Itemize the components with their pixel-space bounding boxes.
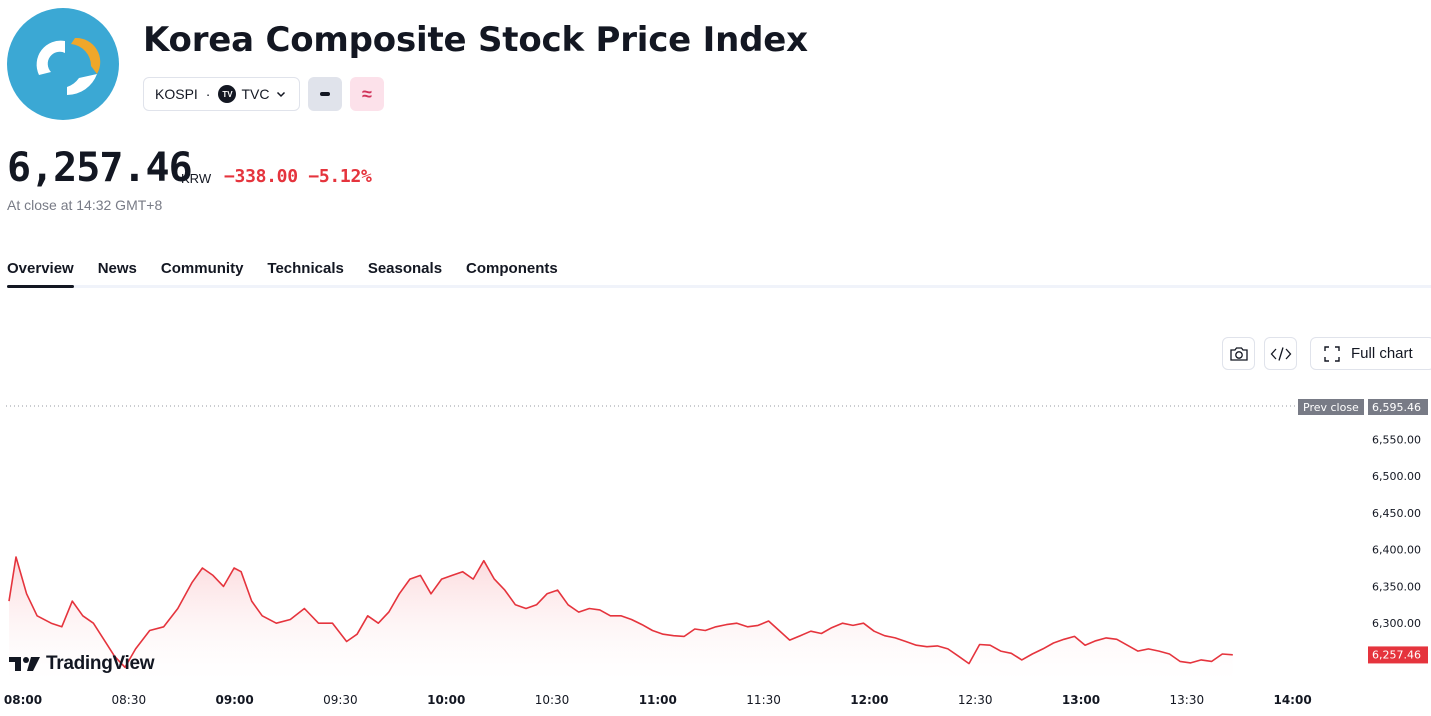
full-chart-button[interactable]: Full chart [1310,337,1431,370]
tradingview-badge-icon: TV [218,85,237,103]
x-tick-label: 10:30 [535,693,570,707]
y-tick-label: 6,450.00 [1372,507,1421,520]
x-tick-label: 08:30 [112,693,147,707]
market-status: At close at 14:32 GMT+8 [7,197,163,213]
x-tick-label: 10:00 [427,693,465,707]
tradingview-logo-icon [9,657,40,671]
last-price-tag: 6,257.46 [1368,646,1428,664]
x-tick-label: 09:30 [323,693,358,707]
tab-bar: Overview News Community Technicals Seaso… [7,258,1431,288]
camera-icon [1229,346,1248,361]
x-tick-label: 09:00 [215,693,253,707]
change-absolute: −338.00 [224,166,298,187]
symbol-label: KOSPI [155,86,198,102]
tab-community[interactable]: Community [160,260,244,277]
price-change: −338.00 −5.12% [224,166,372,187]
kospi-logo-icon [7,8,119,120]
price-chart[interactable]: 6,300.00 6,350.00 6,400.00 6,450.00 6,500.00… [0,380,1431,716]
prev-close-value: 6,595.46 [1372,401,1421,414]
y-tick-label: 6,550.00 [1372,433,1421,446]
x-tick-label: 11:00 [639,693,677,707]
approx-icon: ≈ [362,83,372,104]
tab-seasonals[interactable]: Seasonals [367,260,443,277]
page-title: Korea Composite Stock Price Index [143,20,808,60]
x-tick-label: 12:30 [958,693,993,707]
brand-label: TradingView [46,653,155,674]
x-tick-label: 08:00 [4,693,42,707]
y-tick-label: 6,400.00 [1372,544,1421,557]
price-line [8,556,1233,669]
last-price-value: 6,257.46 [1372,648,1421,661]
prev-close-tag: Prev close 6,595.46 [1298,399,1428,415]
chevron-down-icon [277,91,286,98]
tab-overview[interactable]: Overview [7,258,74,288]
currency-label: KRW [181,171,212,186]
prev-close-label: Prev close [1303,401,1359,414]
change-percent: −5.12% [308,166,372,187]
snapshot-button[interactable] [1222,337,1255,370]
fullscreen-icon [1324,345,1340,362]
embed-button[interactable] [1264,337,1297,370]
tab-technicals[interactable]: Technicals [267,260,344,277]
tab-news[interactable]: News [97,260,137,277]
x-tick-label: 13:00 [1062,693,1100,707]
x-tick-label: 14:00 [1273,693,1311,707]
code-icon [1270,346,1291,361]
minus-icon [320,92,330,96]
tradingview-logo: TradingView [9,653,155,675]
full-chart-label: Full chart [1351,345,1413,362]
exchange-label: TVC [241,86,270,102]
y-tick-label: 6,500.00 [1372,470,1421,483]
x-tick-label: 13:30 [1170,693,1205,707]
y-tick-label: 6,350.00 [1372,580,1421,593]
price-area [9,557,1233,680]
separator: · [205,86,211,102]
x-tick-label: 11:30 [746,693,781,707]
exchange-selector[interactable]: KOSPI · TV TVC [143,77,300,111]
minus-button[interactable] [308,77,342,111]
tab-components[interactable]: Components [466,260,558,277]
x-tick-label: 12:00 [850,693,888,707]
last-price: 6,257.46 [7,145,193,191]
approx-button[interactable]: ≈ [350,77,384,111]
y-tick-label: 6,300.00 [1372,617,1421,630]
